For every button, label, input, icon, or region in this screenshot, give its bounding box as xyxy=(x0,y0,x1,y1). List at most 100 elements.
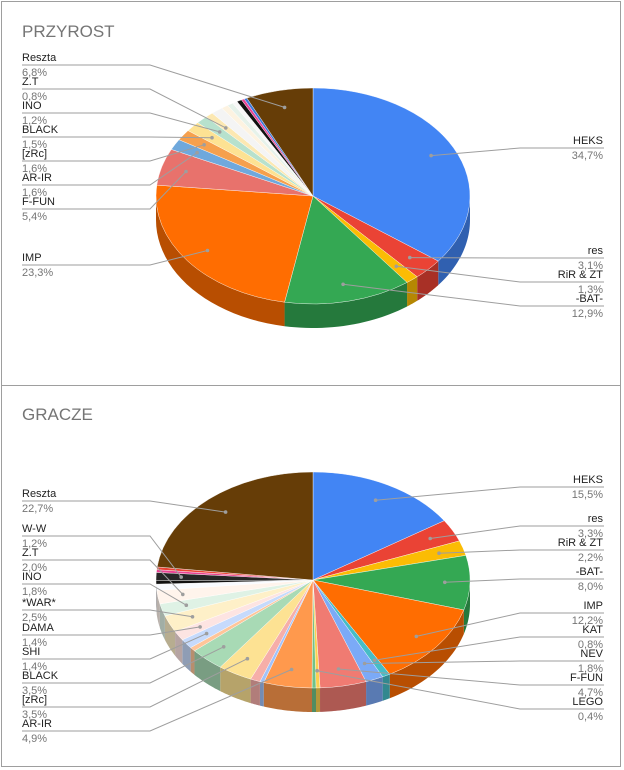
label-value-ino: 1,2% xyxy=(22,115,47,127)
label-w-w: W-W 1,2% xyxy=(22,523,183,579)
label-value-imp: 23,3% xyxy=(22,267,53,279)
label-name-res: res xyxy=(588,513,604,525)
label-res: res 3,3% xyxy=(428,513,604,541)
label-f-fun: F-FUN 4,7% xyxy=(336,667,604,699)
pie-side-unlabeled-9 xyxy=(312,687,317,712)
label-rir-zt: RiR & ZT 1,3% xyxy=(394,264,604,296)
label-zrc: [zRc] 1,6% xyxy=(22,143,206,175)
pie-side-walls xyxy=(156,580,470,712)
chart-title-przyrost: PRZYROST xyxy=(22,22,115,41)
pie-side-unlabeled-15 xyxy=(190,647,195,675)
leader-line-ino xyxy=(22,112,220,133)
label-name-f-fun: F-FUN xyxy=(22,196,55,208)
label-name-rir-zt: RiR & ZT xyxy=(558,537,604,549)
pie-side-bat-3 xyxy=(284,282,408,328)
leader-line-bat xyxy=(444,578,604,583)
leader-line-heks xyxy=(431,147,604,157)
label-value-reszta: 6,8% xyxy=(22,67,47,79)
label-value-bat: 8,0% xyxy=(578,581,603,593)
pie-slice-heks-0 xyxy=(312,87,471,262)
label-dama: DAMA 1,4% xyxy=(22,622,202,649)
pie-side-dama-17 xyxy=(175,631,183,664)
pie-przyrost: HEKS 34,7% res 3,1%RiR & ZT 1,3%-BAT- 12,9% IM… xyxy=(22,52,604,328)
chart-title-gracze: GRACZE xyxy=(22,405,93,424)
label-name-res: res xyxy=(588,245,604,257)
label-name-war: *WAR* xyxy=(22,597,57,609)
label-name-lego: LEGO xyxy=(572,696,603,708)
pie-slice-heks-0 xyxy=(312,471,445,581)
label-bat: -BAT- 12,9% xyxy=(341,282,604,320)
pie-side-unlabeled-12 xyxy=(250,679,260,706)
pie-side-zrc-13 xyxy=(220,667,251,704)
label-value-zrc: 1,6% xyxy=(22,163,47,175)
label-name-kat: KAT xyxy=(582,624,603,636)
label-name-ar-ir: AR-IR xyxy=(22,718,52,730)
label-kat: KAT 0,8% xyxy=(372,624,604,662)
pie-side-f-fun-7 xyxy=(320,681,367,712)
label-name-imp: IMP xyxy=(22,252,42,264)
label-value-war: 2,5% xyxy=(22,612,47,624)
pie-side-bat-3 xyxy=(463,580,470,634)
pie-side-nev-6 xyxy=(366,676,383,706)
label-name-zrc: [zRc] xyxy=(22,694,47,706)
label-value-bat: 12,9% xyxy=(572,308,603,320)
label-value-f-fun: 5,4% xyxy=(22,211,47,223)
pie-side-kat-5 xyxy=(382,674,390,701)
leader-line-black xyxy=(22,646,224,684)
label-f-fun: F-FUN 5,4% xyxy=(22,169,188,223)
label-lego: LEGO 0,4% xyxy=(315,668,604,723)
label-imp: IMP 12,2% xyxy=(414,600,604,639)
label-value-z-t: 0,8% xyxy=(22,91,47,103)
pie-side-black-14 xyxy=(194,650,221,692)
leader-line-lego xyxy=(317,670,604,710)
leader-line-imp xyxy=(22,250,208,266)
label-value-imp: 12,2% xyxy=(572,615,603,627)
label-name-z-t: Z.T xyxy=(22,76,39,88)
label-value-rir-zt: 1,3% xyxy=(578,284,603,296)
leader-dot-reszta xyxy=(282,105,287,110)
label-name-heks: HEKS xyxy=(573,135,603,147)
label-name-ino: INO xyxy=(22,100,42,112)
label-zrc: [zRc] 3,5% xyxy=(22,656,250,721)
leader-line-zrc xyxy=(22,658,248,708)
label-bat: -BAT- 8,0% xyxy=(443,566,604,593)
leader-line-f-fun xyxy=(338,668,604,686)
label-value-shi: 1,4% xyxy=(22,661,47,673)
label-name-w-w: W-W xyxy=(22,523,47,535)
label-value-zrc: 3,5% xyxy=(22,709,47,721)
leader-line-ar-ir xyxy=(22,152,198,186)
label-name-imp: IMP xyxy=(583,600,603,612)
pie-side-war-18 xyxy=(164,615,176,656)
pie-side-lego-8 xyxy=(316,687,321,712)
label-name-bat: -BAT- xyxy=(576,566,604,578)
label-value-black: 1,5% xyxy=(22,139,47,151)
label-war: *WAR* 2,5% xyxy=(22,597,195,624)
label-black: BLACK 3,5% xyxy=(22,645,226,697)
label-heks: HEKS 15,5% xyxy=(373,474,604,503)
label-heks: HEKS 34,7% xyxy=(429,135,604,162)
label-imp: IMP 23,3% xyxy=(22,248,210,279)
label-name-heks: HEKS xyxy=(573,474,603,486)
pie-side-unlabeled-21 xyxy=(156,584,157,615)
leader-line-bat xyxy=(343,283,604,307)
leader-line-kat xyxy=(374,636,604,661)
label-z-t: Z.T 2,0% xyxy=(22,547,185,597)
leader-line-w-w xyxy=(22,535,182,578)
label-value-nev: 1,8% xyxy=(578,663,603,675)
label-name-rir-zt: RiR & ZT xyxy=(558,269,604,281)
label-value-ar-ir: 1,6% xyxy=(22,187,47,199)
pie-side-z-t-20 xyxy=(156,590,160,628)
leader-line-ino xyxy=(22,583,187,606)
label-ino: INO 1,8% xyxy=(22,571,189,607)
leader-line-reszta xyxy=(22,500,226,513)
leader-line-heks xyxy=(375,486,604,501)
leader-line-black xyxy=(22,136,213,139)
label-name-black: BLACK xyxy=(22,124,59,136)
pie-slice-reszta-26 xyxy=(156,471,314,581)
pie-side-ar-ir-10 xyxy=(263,682,312,712)
label-nev: NEV 1,8% xyxy=(362,648,604,675)
leader-line-war xyxy=(22,609,193,618)
label-name-reszta: Reszta xyxy=(22,52,57,64)
